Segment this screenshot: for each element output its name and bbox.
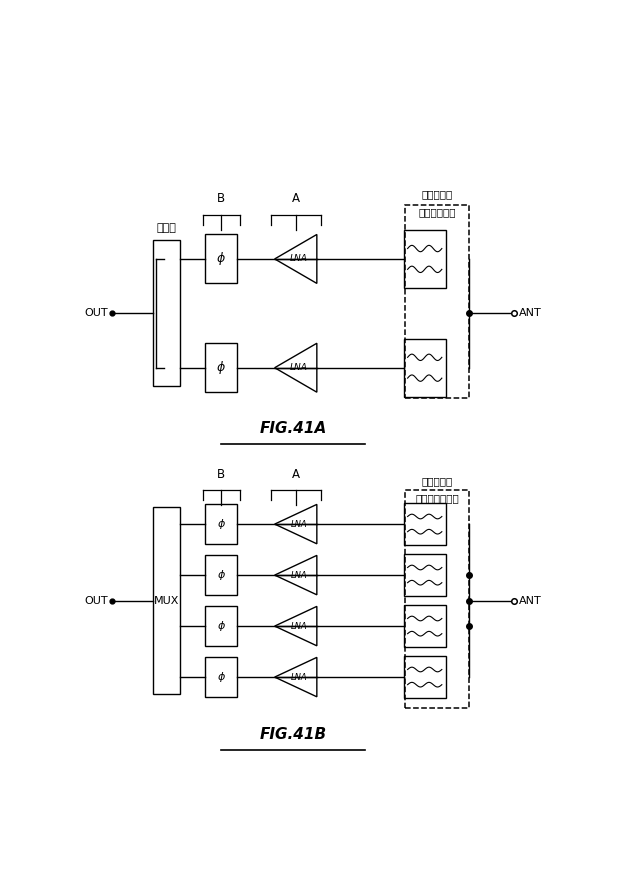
Bar: [205, 504, 237, 544]
Text: 結合器: 結合器: [157, 223, 177, 233]
Bar: [404, 554, 446, 596]
Text: LNA: LNA: [291, 622, 307, 630]
Text: $\phi$: $\phi$: [217, 619, 226, 633]
Bar: [405, 205, 469, 398]
Text: $\phi$: $\phi$: [217, 670, 226, 684]
Bar: [404, 339, 446, 396]
Text: フィルタ／: フィルタ／: [422, 476, 452, 486]
Text: OUT: OUT: [84, 308, 108, 319]
Text: LNA: LNA: [290, 254, 308, 263]
Text: LNA: LNA: [291, 570, 307, 579]
Text: ANT: ANT: [519, 596, 541, 606]
Text: MUX: MUX: [154, 596, 179, 606]
Text: LNA: LNA: [291, 519, 307, 529]
Polygon shape: [275, 504, 317, 544]
Text: A: A: [292, 192, 300, 205]
Bar: [404, 503, 446, 545]
Bar: [404, 656, 446, 698]
Text: $\phi$: $\phi$: [217, 517, 226, 531]
Bar: [205, 607, 237, 645]
Polygon shape: [275, 555, 317, 595]
Text: $\phi$: $\phi$: [217, 568, 226, 582]
Bar: [205, 343, 237, 392]
Text: FIG.41A: FIG.41A: [260, 421, 327, 436]
Bar: [205, 235, 237, 283]
Text: A: A: [292, 468, 300, 480]
Polygon shape: [275, 657, 317, 697]
Text: OUT: OUT: [84, 596, 108, 606]
Bar: [205, 657, 237, 697]
Text: $\phi$: $\phi$: [216, 359, 227, 376]
Polygon shape: [275, 343, 317, 392]
Bar: [205, 555, 237, 595]
Polygon shape: [275, 235, 317, 283]
Text: マルチプレクサ: マルチプレクサ: [415, 493, 459, 503]
Polygon shape: [275, 607, 317, 645]
Bar: [153, 240, 180, 387]
Text: B: B: [218, 192, 225, 205]
Bar: [405, 490, 469, 707]
Text: ANT: ANT: [519, 308, 541, 319]
Text: フィルタ／: フィルタ／: [422, 189, 452, 199]
Bar: [404, 605, 446, 647]
Text: LNA: LNA: [290, 363, 308, 373]
Text: ダイプレクサ: ダイプレクサ: [419, 208, 456, 217]
Text: B: B: [218, 468, 225, 480]
Bar: [404, 230, 446, 288]
Text: FIG.41B: FIG.41B: [260, 728, 327, 743]
Text: LNA: LNA: [291, 673, 307, 682]
Bar: [153, 507, 180, 694]
Text: $\phi$: $\phi$: [216, 251, 227, 268]
